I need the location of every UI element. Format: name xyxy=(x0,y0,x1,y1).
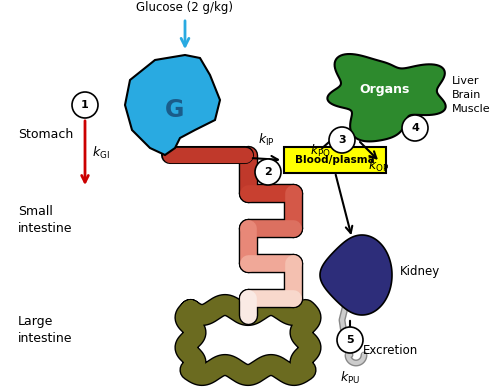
Text: 3: 3 xyxy=(338,135,345,145)
Polygon shape xyxy=(125,55,219,155)
Text: 4: 4 xyxy=(410,123,418,133)
Text: Small
intestine: Small intestine xyxy=(18,205,72,235)
Text: $k_{\mathrm{GI}}$: $k_{\mathrm{GI}}$ xyxy=(92,145,110,161)
Text: 1: 1 xyxy=(81,100,89,110)
Text: 2: 2 xyxy=(264,167,272,177)
Text: $k_{\mathrm{OP}}$: $k_{\mathrm{OP}}$ xyxy=(367,158,388,174)
Polygon shape xyxy=(319,235,391,315)
Circle shape xyxy=(328,127,354,153)
Circle shape xyxy=(255,159,281,185)
Text: 5: 5 xyxy=(346,335,353,345)
Text: Excretion: Excretion xyxy=(362,343,417,357)
Text: $k_{\mathrm{PU}}$: $k_{\mathrm{PU}}$ xyxy=(339,370,359,386)
Circle shape xyxy=(72,92,98,118)
Text: Glucose (2 g/kg): Glucose (2 g/kg) xyxy=(136,1,233,14)
Text: Stomach: Stomach xyxy=(18,128,73,142)
Text: Blood/plasma: Blood/plasma xyxy=(295,155,374,165)
Text: $k_{\mathrm{PO}}$: $k_{\mathrm{PO}}$ xyxy=(310,143,330,159)
Text: Organs: Organs xyxy=(359,83,409,97)
Text: Large
intestine: Large intestine xyxy=(18,315,72,345)
FancyBboxPatch shape xyxy=(284,147,385,173)
Text: G: G xyxy=(165,98,184,122)
Polygon shape xyxy=(327,54,445,141)
Text: Liver
Brain
Muscle: Liver Brain Muscle xyxy=(451,76,489,114)
Text: $k_{\mathrm{IP}}$: $k_{\mathrm{IP}}$ xyxy=(258,132,274,148)
Text: Kidney: Kidney xyxy=(399,265,439,279)
Circle shape xyxy=(336,327,362,353)
Circle shape xyxy=(401,115,427,141)
